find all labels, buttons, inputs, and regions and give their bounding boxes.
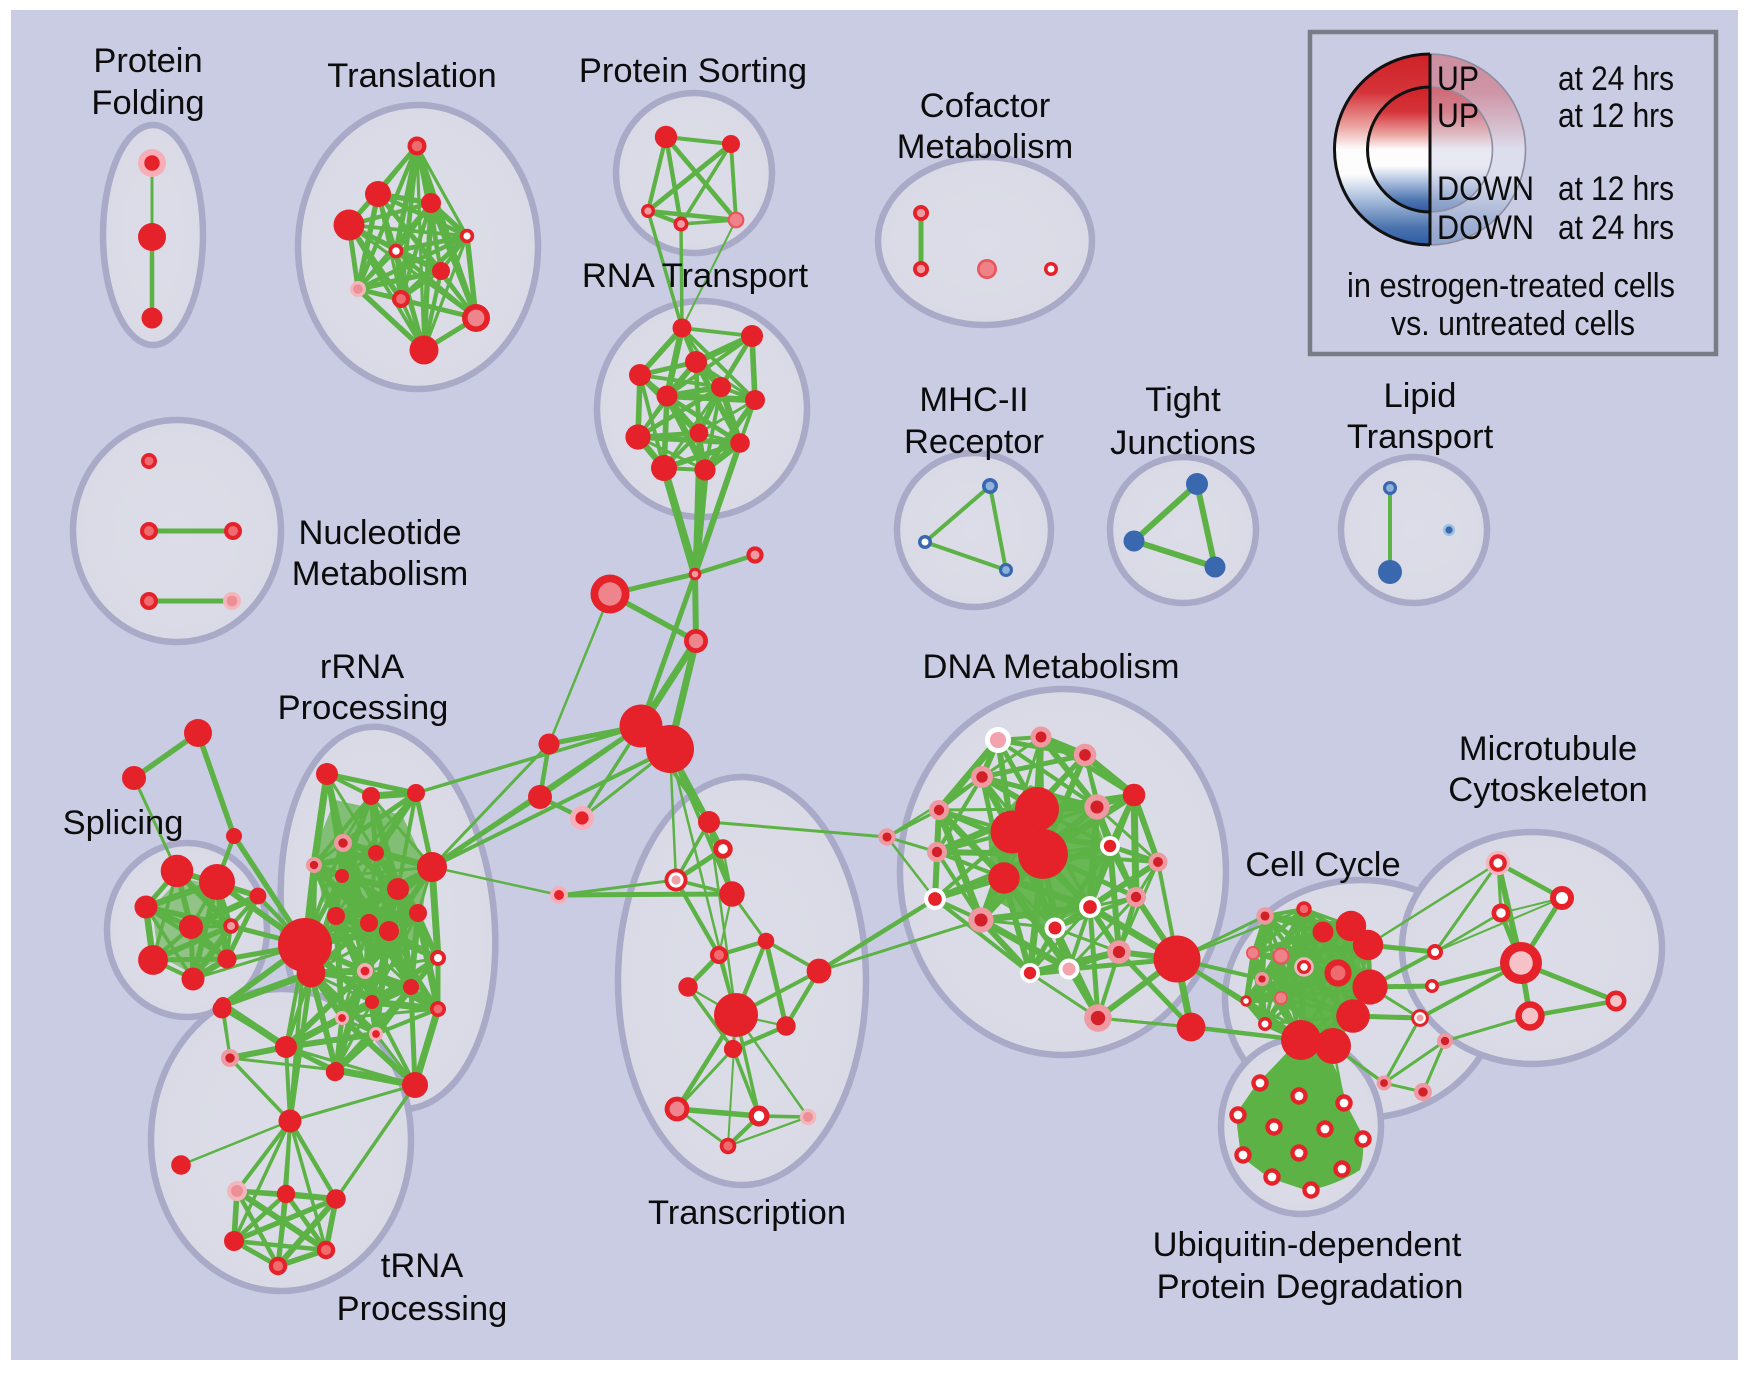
svg-text:at 12 hrs: at 12 hrs	[1558, 97, 1674, 135]
svg-text:Nucleotide: Nucleotide	[298, 514, 461, 552]
svg-text:vs. untreated cells: vs. untreated cells	[1391, 305, 1635, 343]
svg-text:Protein Sorting: Protein Sorting	[579, 52, 807, 90]
svg-text:UP: UP	[1437, 97, 1479, 135]
svg-text:at 24 hrs: at 24 hrs	[1558, 209, 1674, 247]
svg-text:RNA Transport: RNA Transport	[582, 257, 809, 295]
svg-text:Splicing: Splicing	[63, 804, 184, 842]
svg-text:DNA Metabolism: DNA Metabolism	[923, 648, 1180, 686]
svg-text:Receptor: Receptor	[904, 423, 1044, 461]
svg-text:at 12 hrs: at 12 hrs	[1558, 170, 1674, 208]
svg-text:Processing: Processing	[278, 689, 449, 727]
svg-text:Protein: Protein	[93, 42, 202, 80]
svg-text:at 24 hrs: at 24 hrs	[1558, 60, 1674, 98]
svg-text:MHC-II: MHC-II	[919, 381, 1028, 419]
svg-text:Microtubule: Microtubule	[1459, 730, 1637, 768]
svg-text:Protein Degradation: Protein Degradation	[1157, 1268, 1464, 1306]
svg-text:Cell Cycle: Cell Cycle	[1245, 846, 1400, 884]
svg-text:Transport: Transport	[1347, 418, 1494, 456]
svg-text:Processing: Processing	[337, 1290, 508, 1328]
svg-text:Translation: Translation	[327, 57, 496, 95]
svg-text:Metabolism: Metabolism	[897, 128, 1073, 166]
svg-text:Ubiquitin-dependent: Ubiquitin-dependent	[1153, 1226, 1462, 1264]
svg-text:Cytoskeleton: Cytoskeleton	[1448, 771, 1647, 809]
svg-text:rRNA: rRNA	[320, 648, 404, 686]
svg-text:Tight: Tight	[1145, 381, 1221, 419]
svg-text:Transcription: Transcription	[648, 1194, 846, 1232]
svg-text:Lipid: Lipid	[1384, 377, 1457, 415]
svg-text:Metabolism: Metabolism	[292, 555, 468, 593]
svg-text:UP: UP	[1437, 60, 1479, 98]
svg-text:DOWN: DOWN	[1437, 209, 1534, 247]
svg-text:Cofactor: Cofactor	[920, 87, 1050, 125]
svg-text:DOWN: DOWN	[1437, 170, 1534, 208]
svg-text:Junctions: Junctions	[1110, 424, 1256, 462]
svg-text:tRNA: tRNA	[381, 1247, 463, 1285]
svg-text:in estrogen-treated cells: in estrogen-treated cells	[1347, 267, 1675, 305]
svg-text:Folding: Folding	[91, 84, 204, 122]
